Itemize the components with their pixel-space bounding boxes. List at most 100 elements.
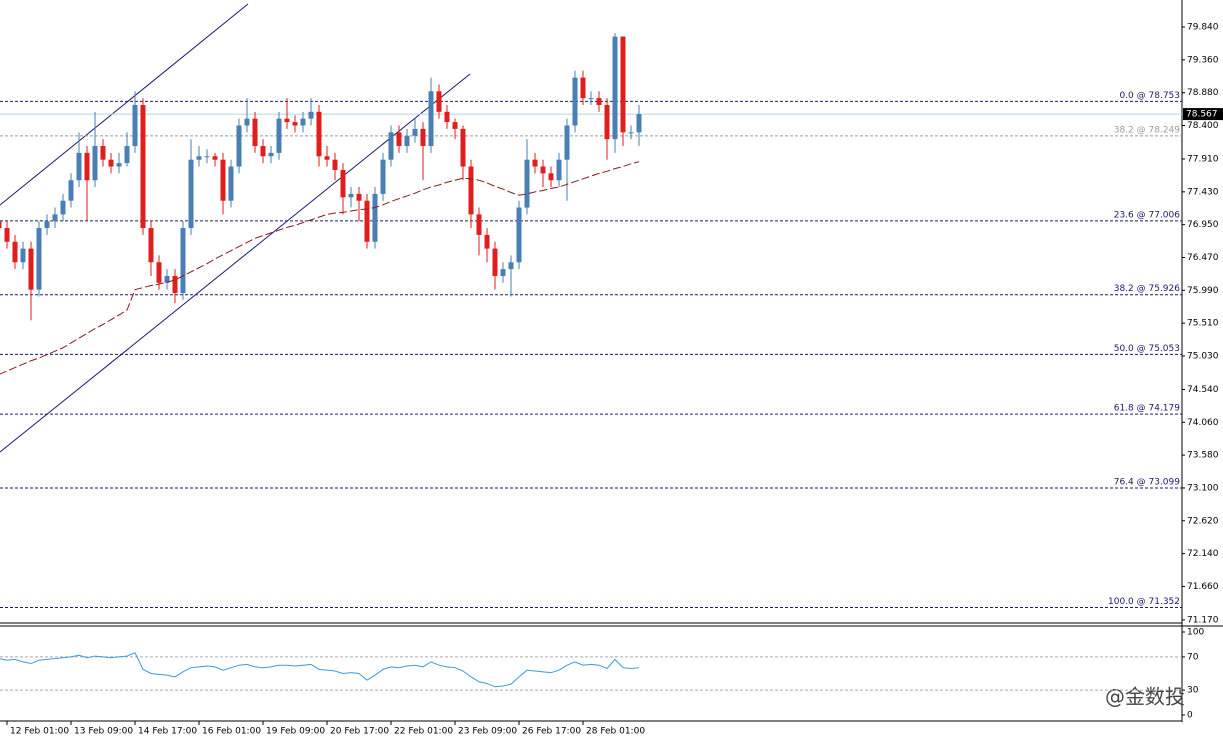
y-tick-label: 74.060 — [1187, 418, 1219, 428]
candle-body — [124, 146, 130, 164]
candle-body — [540, 166, 546, 174]
y-tick-label: 75.990 — [1187, 286, 1219, 296]
candle-body — [268, 152, 274, 157]
candle-body — [12, 241, 18, 263]
candle-body — [556, 159, 562, 181]
candle-body — [484, 234, 490, 249]
rsi-line — [0, 652, 640, 688]
candle-body — [380, 159, 386, 194]
candle-body — [236, 125, 242, 167]
fib-label: 38.2 @ 75.926 — [1114, 284, 1181, 294]
candle-body — [4, 228, 10, 242]
x-tick-label: 20 Feb 17:00 — [330, 727, 389, 737]
y-tick-label: 72.620 — [1187, 516, 1219, 526]
y-tick-label: 72.140 — [1187, 549, 1219, 559]
candle-body — [612, 36, 618, 140]
candle-body — [60, 200, 66, 215]
candle-body — [292, 122, 298, 126]
candle-body — [220, 159, 226, 201]
candle-body — [284, 118, 290, 123]
candle-body — [276, 118, 282, 153]
candle-body — [324, 156, 330, 160]
candle-body — [300, 118, 306, 126]
x-tick-label: 28 Feb 01:00 — [586, 727, 645, 737]
candle-body — [468, 166, 474, 215]
candle-body — [260, 146, 266, 157]
y-tick-label: 74.540 — [1187, 385, 1219, 395]
candle-body — [28, 248, 34, 290]
candle-body — [404, 135, 410, 147]
candle-body — [564, 125, 570, 160]
fib-label: 50.0 @ 75.053 — [1114, 344, 1180, 354]
fib-label: 61.8 @ 74.179 — [1114, 404, 1181, 414]
candle-body — [188, 159, 194, 229]
candle-body — [620, 36, 626, 133]
candle-body — [596, 98, 602, 105]
candle-body — [332, 159, 338, 170]
y-tick-label: 79.360 — [1187, 55, 1219, 65]
candle-body — [44, 221, 50, 229]
candle-body — [116, 163, 122, 167]
y-tick-label: 71.170 — [1187, 615, 1219, 625]
y-tick-label: 79.840 — [1187, 23, 1219, 33]
candle-body — [452, 122, 458, 129]
candle-body — [252, 118, 258, 147]
candle-body — [364, 200, 370, 242]
y-tick-label: 75.030 — [1187, 351, 1219, 361]
candle-body — [156, 262, 162, 283]
y-tick-label: 77.910 — [1187, 155, 1219, 165]
rsi-tick-label: 0 — [1187, 711, 1193, 721]
x-tick-label: 22 Feb 01:00 — [394, 727, 453, 737]
rsi-tick-label: 100 — [1187, 628, 1204, 638]
fib-label: 100.0 @ 71.352 — [1108, 597, 1180, 607]
candle-body — [340, 169, 346, 198]
candle-body — [524, 159, 530, 208]
candle-body — [140, 104, 146, 229]
candle-body — [308, 111, 314, 119]
candle-body — [444, 111, 450, 123]
x-tick-label: 13 Feb 09:00 — [74, 727, 133, 737]
fib-label: 23.6 @ 77.006 — [1114, 210, 1181, 220]
candle-body — [548, 173, 554, 181]
candle-body — [52, 214, 58, 222]
y-tick-label: 77.430 — [1187, 187, 1219, 197]
y-tick-label: 78.400 — [1187, 121, 1219, 131]
candle-body — [516, 207, 522, 263]
candle-body — [356, 193, 362, 201]
y-tick-label: 78.880 — [1187, 88, 1219, 98]
candle-body — [108, 159, 114, 167]
y-tick-label: 73.580 — [1187, 451, 1219, 461]
candle-body — [508, 262, 514, 270]
current-price-box — [1183, 108, 1223, 121]
candle-body — [628, 132, 634, 134]
x-tick-label: 14 Feb 17:00 — [138, 727, 197, 737]
candle-body — [132, 104, 138, 147]
candle-body — [372, 193, 378, 242]
candle-body — [0, 221, 2, 229]
candle-body — [316, 111, 322, 157]
candle-body — [388, 132, 394, 160]
rsi-tick-label: 30 — [1187, 686, 1199, 696]
candle-body — [532, 159, 538, 167]
candle-body — [36, 228, 42, 290]
fib-label: 0.0 @ 78.753 — [1119, 91, 1180, 101]
candle-body — [180, 228, 186, 294]
candle-body — [84, 152, 90, 181]
candle-body — [164, 275, 170, 283]
y-tick-label: 76.950 — [1187, 220, 1219, 230]
candle-body — [68, 180, 74, 201]
candle-body — [460, 128, 466, 167]
candle-body — [572, 77, 578, 126]
candle-body — [172, 275, 178, 294]
candle-body — [100, 146, 106, 160]
x-tick-label: 12 Feb 01:00 — [10, 727, 69, 737]
x-tick-label: 23 Feb 09:00 — [458, 727, 517, 737]
candle-body — [412, 128, 418, 136]
candle-body — [20, 248, 26, 263]
channel-upper — [0, 3, 249, 206]
watermark: @金数投 — [1105, 685, 1185, 709]
candle-body — [244, 118, 250, 126]
y-tick-label: 73.100 — [1187, 483, 1219, 493]
